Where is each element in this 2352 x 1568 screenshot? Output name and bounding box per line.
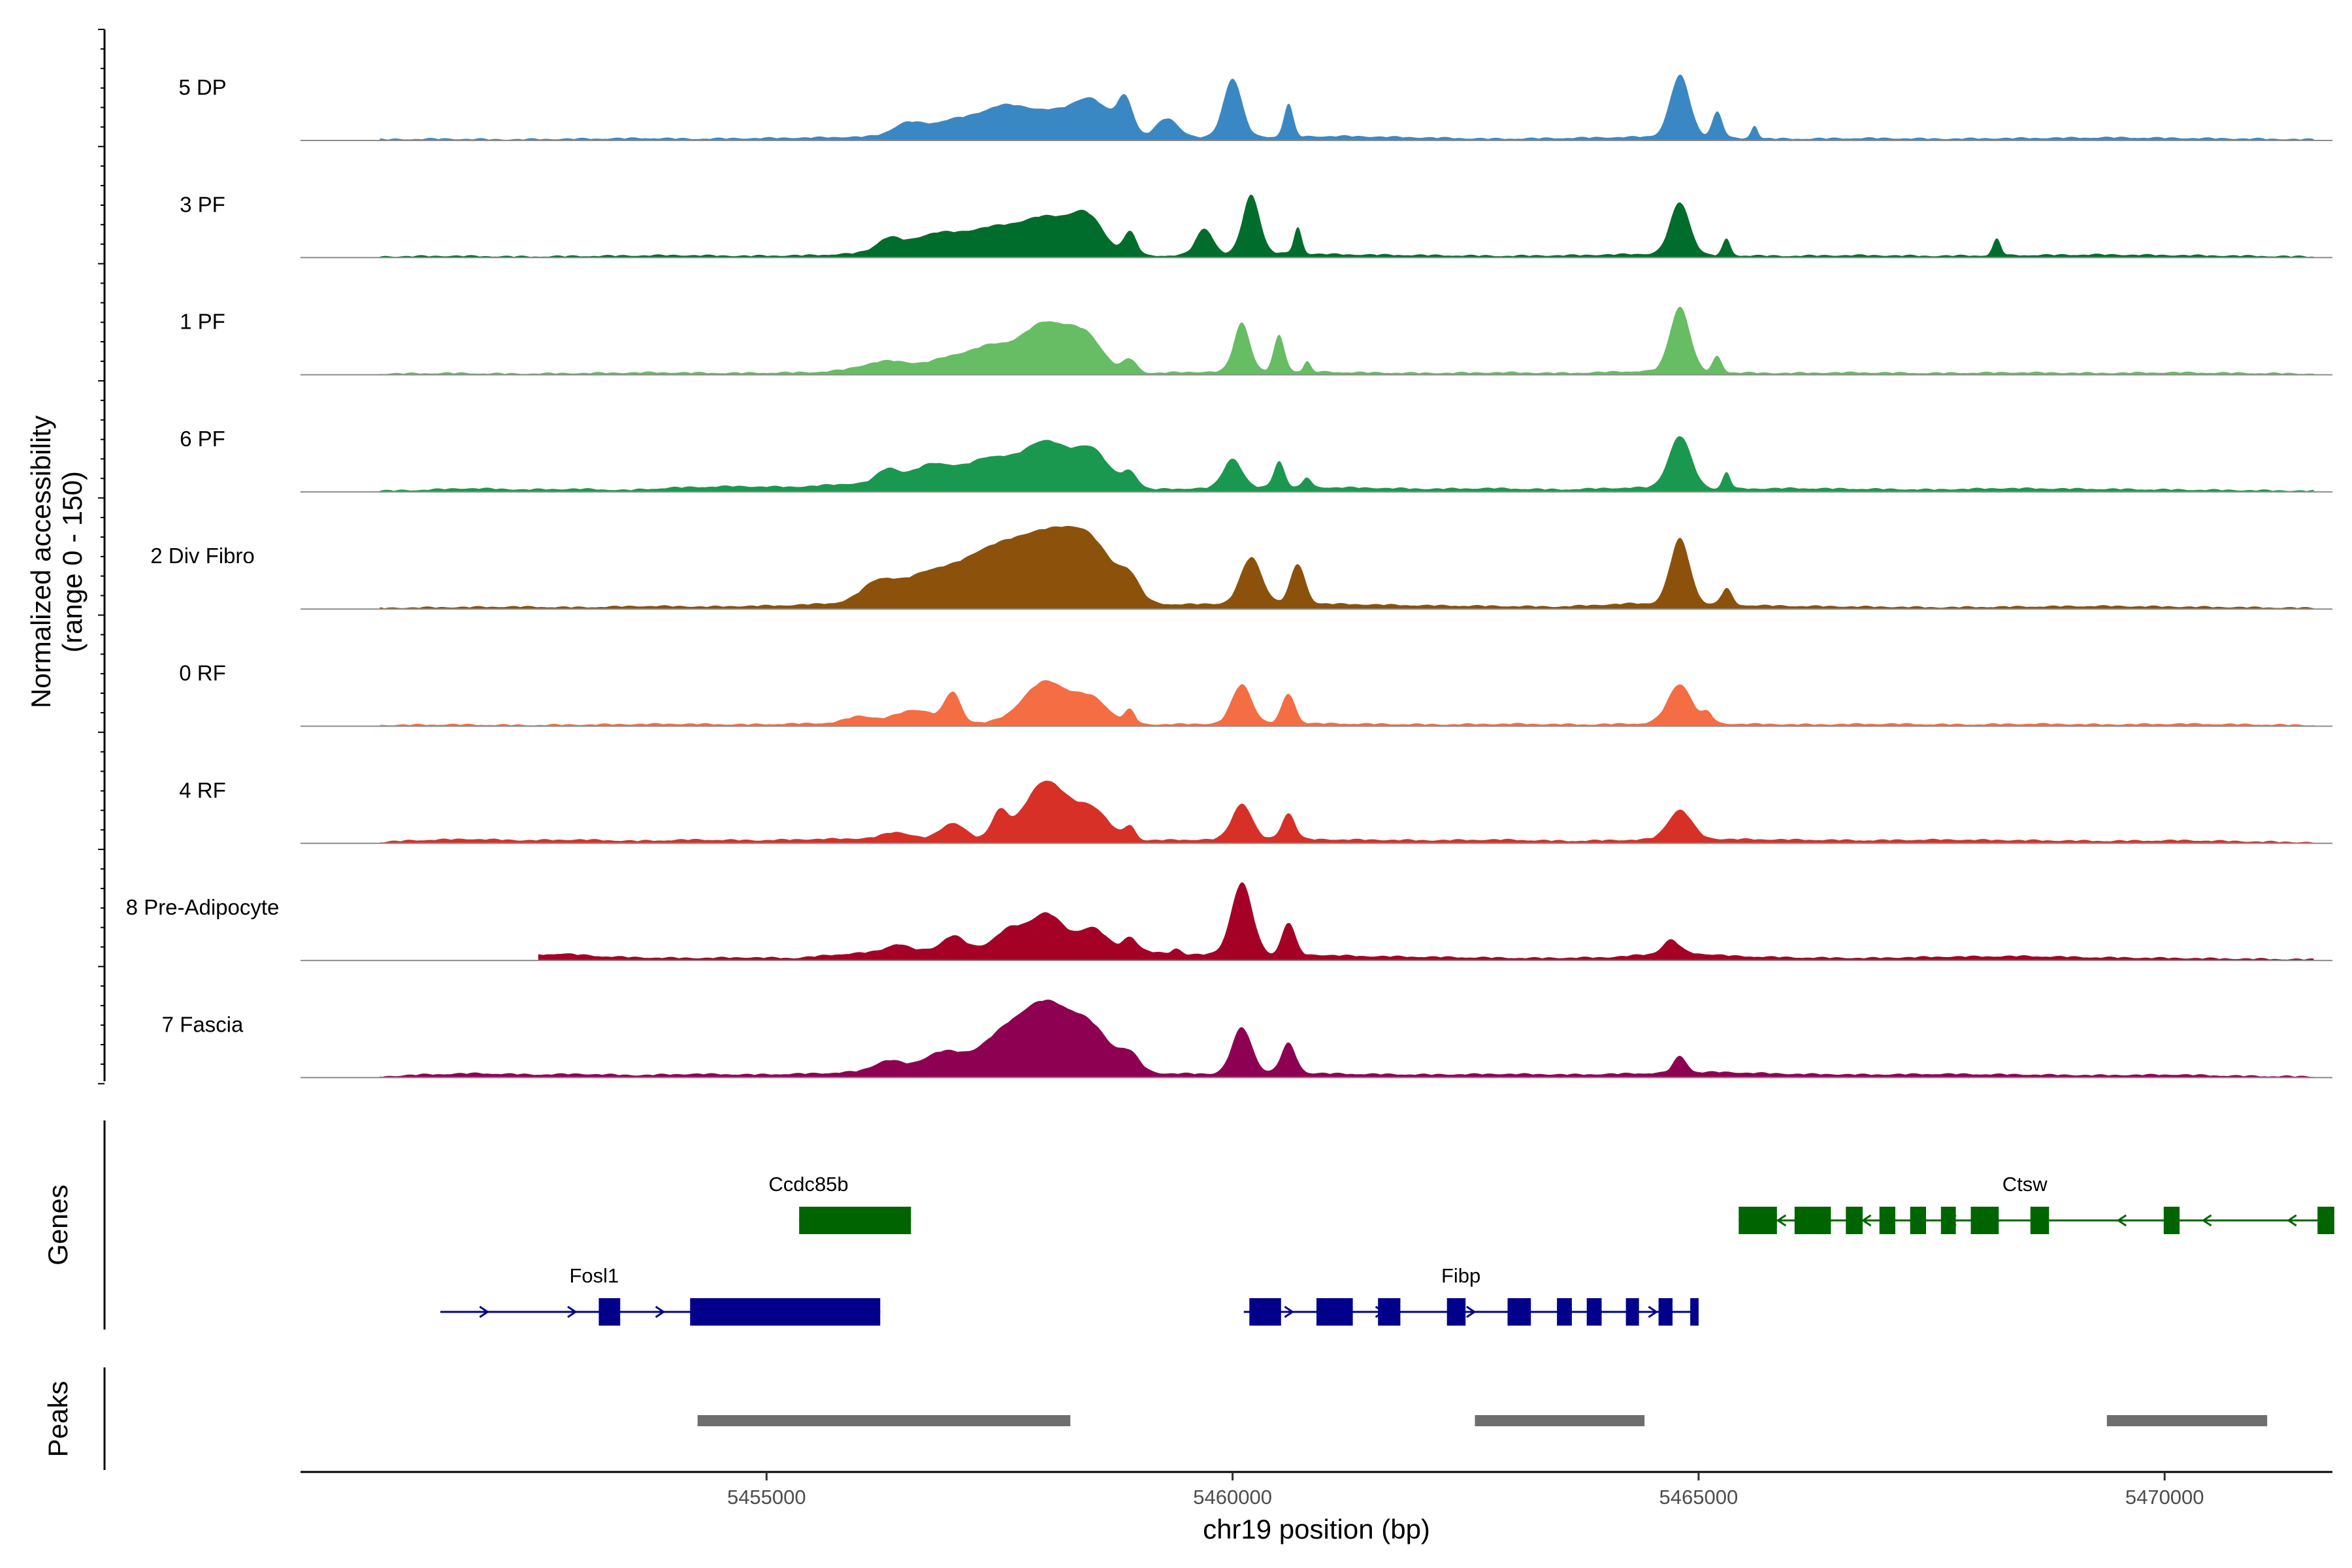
track-0-rf: 0 RF: [179, 661, 2332, 727]
track-8-pre-adipocyte: 8 Pre-Adipocyte: [126, 882, 2332, 962]
track-label-3-pf: 3 PF: [180, 192, 225, 216]
coverage-area-7-fascia: [380, 1000, 2314, 1078]
exon: [1739, 1207, 1777, 1234]
x-axis-ticks: 5455000 5460000 5465000 5470000: [727, 1472, 2204, 1509]
exon: [2317, 1207, 2334, 1234]
gene-label-fosl1: Fosl1: [569, 1264, 619, 1287]
strand-arrow: [1465, 1305, 1477, 1318]
x-tick-label: 5465000: [1659, 1486, 1739, 1509]
gene-label-ctsw: Ctsw: [2002, 1173, 2048, 1196]
exon: [1249, 1298, 1281, 1326]
exon: [690, 1298, 881, 1326]
exon: [1970, 1207, 1999, 1234]
exon: [598, 1298, 621, 1326]
gene-label-fibp: Fibp: [1441, 1264, 1480, 1287]
strand-arrow: [1861, 1214, 1872, 1227]
exon: [1507, 1298, 1531, 1326]
gene-ctsw: Ctsw: [1739, 1173, 2334, 1234]
exon: [1940, 1207, 1956, 1234]
peak-region: [2106, 1415, 2268, 1426]
strand-arrow: [2201, 1214, 2212, 1227]
exon: [1378, 1298, 1401, 1326]
strand-arrow: [1776, 1214, 1787, 1227]
exon: [2030, 1207, 2050, 1234]
coverage-area-3-pf: [380, 194, 2314, 258]
track-7-fascia: 7 Fascia: [162, 1000, 2332, 1079]
strand-arrow: [1648, 1305, 1658, 1318]
track-label-6-pf: 6 PF: [180, 427, 225, 451]
exon: [1625, 1298, 1639, 1326]
coverage-tracks: 5 DP 3 PF 1 PF 6 PF 2 Div Fibro 0 RF 4 RF 8 Pre…: [126, 74, 2332, 1079]
peak-region: [697, 1415, 1071, 1426]
strand-arrow: [655, 1305, 666, 1318]
exon: [1557, 1298, 1572, 1326]
coverage-area-8-pre-adipocyte: [538, 882, 2314, 961]
y-axis-title-line1: Normalized accessibility: [25, 416, 56, 708]
track-label-7-fascia: 7 Fascia: [162, 1012, 244, 1036]
strand-arrow: [2287, 1214, 2297, 1227]
coverage-area-0-rf: [380, 680, 2314, 727]
track-label-2-div-fibro: 2 Div Fibro: [150, 544, 255, 568]
gene-annotations: Ccdc85b Ctsw Fosl1 Fibp: [440, 1173, 2334, 1326]
exon: [2163, 1207, 2180, 1234]
coverage-area-4-rf: [380, 780, 2314, 843]
exon: [1446, 1298, 1466, 1326]
coverage-area-2-div-fibro: [380, 526, 2314, 610]
peak-regions: [697, 1415, 2268, 1426]
exon: [1910, 1207, 1926, 1234]
track-1-pf: 1 PF: [180, 306, 2332, 376]
y-axis-title-line2: (range 0 - 150): [57, 471, 88, 653]
peaks-track-label: Peaks: [42, 1381, 73, 1458]
strand-arrow: [567, 1305, 578, 1318]
strand-arrow: [479, 1305, 490, 1318]
coverage-area-5-dp: [380, 74, 2314, 140]
exon: [799, 1207, 911, 1234]
track-label-0-rf: 0 RF: [179, 661, 226, 685]
track-5-dp: 5 DP: [178, 74, 2332, 141]
coverage-area-6-pf: [380, 436, 2314, 492]
peak-region: [1475, 1415, 1645, 1426]
x-axis-title: chr19 position (bp): [1203, 1514, 1430, 1544]
track-label-1-pf: 1 PF: [180, 310, 225, 334]
strand-arrow: [1284, 1305, 1295, 1318]
track-label-5-dp: 5 DP: [178, 75, 226, 99]
coverage-y-ticks: [98, 29, 105, 1085]
coverage-area-1-pf: [380, 306, 2314, 375]
x-tick-label: 5455000: [727, 1486, 806, 1509]
x-tick-label: 5470000: [2125, 1486, 2204, 1509]
exon: [1690, 1298, 1699, 1326]
gene-fosl1: Fosl1: [440, 1264, 881, 1326]
track-6-pf: 6 PF: [180, 427, 2332, 493]
strand-arrow: [2116, 1214, 2127, 1227]
exon: [1316, 1298, 1353, 1326]
track-label-4-rf: 4 RF: [179, 778, 226, 802]
track-2-div-fibro: 2 Div Fibro: [150, 526, 2332, 610]
gene-fibp: Fibp: [1243, 1264, 1699, 1326]
gene-ccdc85b: Ccdc85b: [768, 1173, 911, 1234]
exon: [1586, 1298, 1602, 1326]
exon: [1846, 1207, 1863, 1234]
exon: [1658, 1298, 1673, 1326]
track-label-8-pre-adipocyte: 8 Pre-Adipocyte: [126, 895, 280, 919]
exon: [1879, 1207, 1895, 1234]
genes-track-label: Genes: [42, 1184, 73, 1266]
track-4-rf: 4 RF: [179, 778, 2332, 844]
track-3-pf: 3 PF: [180, 192, 2332, 259]
x-tick-label: 5460000: [1193, 1486, 1272, 1509]
exon: [1794, 1207, 1831, 1234]
gene-label-ccdc85b: Ccdc85b: [768, 1173, 848, 1196]
